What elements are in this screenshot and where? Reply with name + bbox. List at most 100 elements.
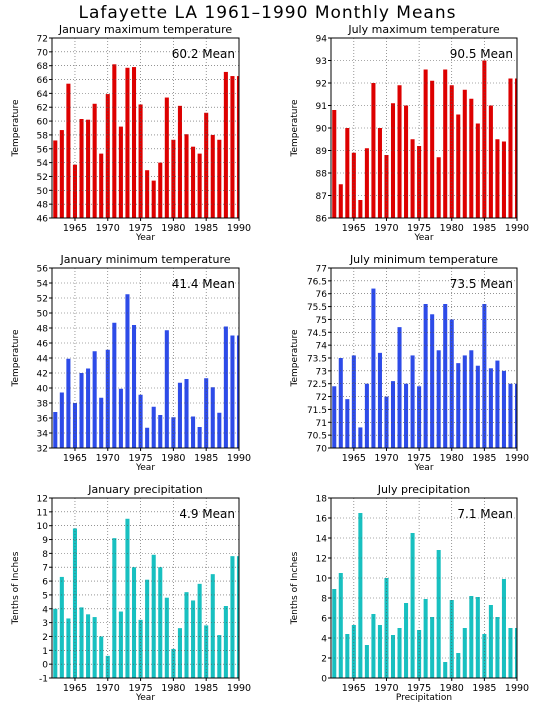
y-tick-label: 50: [37, 310, 49, 320]
y-tick-label: 32: [37, 445, 48, 455]
y-tick-label: 72: [316, 393, 327, 403]
y-tick-label: 5: [42, 591, 48, 601]
bar-1982: [462, 89, 467, 218]
mean-label: 60.2 Mean: [172, 47, 235, 61]
y-tick-label: 56: [37, 265, 49, 275]
bar-1986: [488, 105, 493, 218]
bar-1967: [86, 119, 91, 218]
x-tick-label: 1965: [342, 453, 366, 464]
bar-1963: [338, 184, 343, 218]
x-tick-label: 1965: [63, 223, 87, 234]
bar-1983: [469, 350, 474, 448]
bar-1969: [377, 625, 382, 678]
x-tick-label: 1965: [342, 223, 366, 234]
bar-1989: [230, 335, 235, 448]
bar-1990: [514, 628, 517, 678]
bar-1978: [436, 350, 441, 448]
y-tick-label: 8: [42, 550, 48, 560]
bar-1984: [475, 365, 480, 448]
bar-1979: [443, 662, 448, 678]
y-tick-label: 2: [42, 633, 48, 643]
y-tick-label: 52: [37, 295, 48, 305]
y-tick-label: 73: [316, 367, 327, 377]
plot-frame: [330, 37, 518, 219]
bar-1983: [191, 146, 196, 218]
mean-label: 73.5 Mean: [450, 277, 513, 291]
bar-1990: [514, 383, 517, 448]
bar-1987: [495, 139, 500, 218]
y-tick-label: 54: [37, 280, 49, 290]
y-tick-label: 72: [37, 35, 48, 45]
bar-1976: [423, 304, 428, 448]
bar-1980: [449, 85, 454, 218]
bar-1985: [482, 634, 487, 678]
y-tick-label: 42: [37, 370, 48, 380]
bar-1986: [488, 368, 493, 448]
y-tick-label: 8: [321, 595, 327, 605]
y-tick-label: 90: [316, 125, 328, 135]
x-tick-label: 1975: [128, 683, 152, 694]
y-tick-label: 52: [37, 173, 48, 183]
bar-1989: [230, 76, 235, 218]
y-tick-label: 6: [321, 615, 327, 625]
mean-label: 41.4 Mean: [172, 277, 235, 291]
bar-1973: [404, 383, 409, 448]
bar-1977: [151, 554, 156, 678]
bar-1988: [501, 370, 506, 448]
x-tick-label: 1970: [374, 683, 398, 694]
x-tick-label: 1990: [227, 223, 251, 234]
chart-title: January maximum temperature: [58, 23, 232, 36]
bar-1962: [53, 140, 58, 218]
bar-1969: [99, 397, 104, 448]
y-tick-label: 10: [316, 575, 328, 585]
bar-1985: [204, 378, 209, 448]
mean-label: 4.9 Mean: [179, 507, 235, 521]
y-tick-label: 40: [37, 385, 49, 395]
y-tick-label: 94: [316, 35, 328, 45]
bar-1982: [184, 592, 189, 678]
y-tick-label: 46: [37, 215, 49, 225]
bar-1982: [462, 628, 467, 678]
bar-1985: [204, 112, 209, 218]
bar-1988: [501, 579, 506, 678]
x-tick-label: 1980: [440, 683, 464, 694]
bar-1968: [92, 617, 97, 678]
y-axis-label: Temperature: [290, 99, 300, 157]
bar-1987: [495, 617, 500, 678]
bar-1979: [164, 330, 169, 448]
bar-1976: [145, 170, 150, 218]
bar-1971: [112, 538, 117, 678]
bar-1962: [332, 386, 337, 448]
bar-1986: [488, 605, 493, 678]
bar-1967: [86, 368, 91, 448]
x-tick-label: 1975: [407, 223, 431, 234]
x-tick-label: 1965: [63, 683, 87, 694]
bar-1967: [364, 645, 369, 678]
bar-1966: [358, 200, 363, 218]
bar-1984: [197, 153, 202, 218]
chart-title: July minimum temperature: [349, 253, 498, 266]
bar-1966: [79, 607, 84, 678]
x-tick-label: 1970: [96, 223, 120, 234]
x-tick-label: 1990: [505, 453, 529, 464]
bar-1967: [86, 614, 91, 678]
bar-1962: [53, 412, 58, 448]
y-tick-label: 38: [37, 400, 49, 410]
bar-1983: [469, 98, 474, 218]
x-tick-label: 1990: [505, 683, 529, 694]
bar-1990: [514, 78, 517, 218]
x-tick-label: 1990: [227, 453, 251, 464]
y-axis-label: Tenths of Inches: [11, 551, 21, 625]
bar-1976: [423, 69, 428, 218]
bar-1968: [371, 614, 376, 678]
y-tick-label: 4: [321, 635, 327, 645]
y-tick-label: 18: [316, 495, 328, 505]
bar-1981: [177, 628, 182, 678]
bar-1978: [436, 550, 441, 678]
bar-1981: [456, 363, 461, 448]
y-tick-label: 6: [42, 578, 48, 588]
bar-1972: [118, 126, 123, 218]
bar-1978: [436, 157, 441, 218]
